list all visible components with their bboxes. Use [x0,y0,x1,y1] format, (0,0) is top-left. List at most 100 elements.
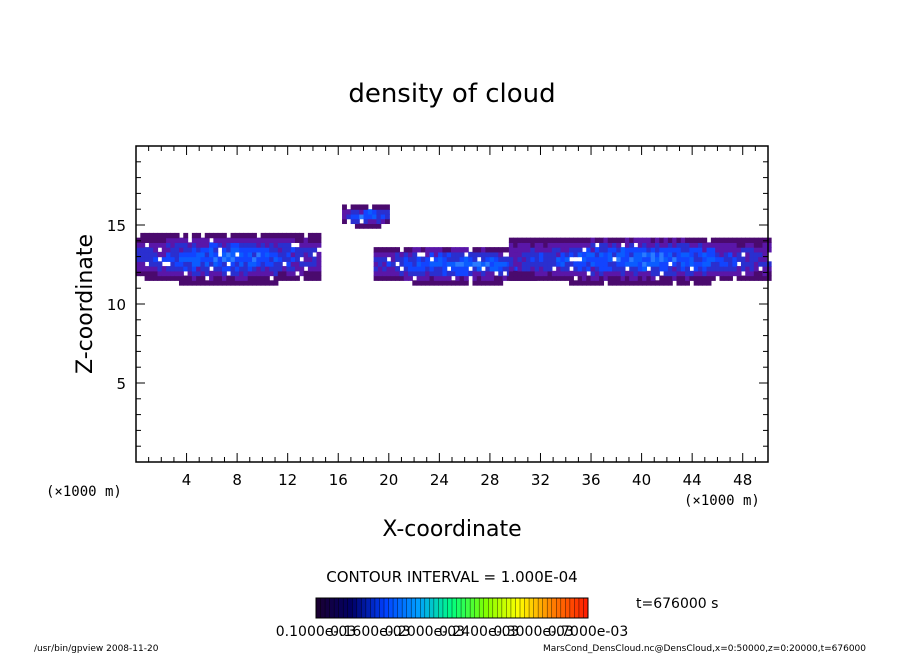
density-cell [472,261,478,267]
density-cell [136,266,141,272]
density-cell [637,256,643,262]
density-cell [594,251,600,258]
density-cell [234,266,240,272]
density-cell [399,270,405,277]
density-cell [455,275,461,281]
density-cell [425,256,431,262]
colorbar-swatch [556,598,562,618]
colorbar-swatch [529,598,534,618]
density-cell [403,270,409,277]
density-cell [213,280,219,286]
density-cell [581,275,587,281]
x-tick-label: 4 [182,471,192,489]
density-cell [196,242,202,248]
density-cell [650,251,656,258]
density-cell [564,251,570,258]
density-cell [382,256,388,262]
density-cell [745,247,751,253]
colorbar-swatch [329,598,335,618]
density-cell [367,218,373,225]
density-cell [556,242,562,248]
density-cell [517,247,523,253]
density-cell [148,247,154,253]
density-cell [273,266,279,272]
colorbar-swatch [456,598,462,618]
density-cell [200,280,206,286]
density-cell [247,280,253,286]
density-cell [144,247,150,253]
density-cell [269,256,275,262]
density-cell [607,275,613,281]
density-cell [438,266,443,272]
density-cell [442,270,448,277]
density-cell [307,270,313,277]
density-cell [187,251,193,258]
density-cell [719,270,725,277]
density-cell [616,261,622,267]
density-cell [551,237,557,243]
density-cell [277,275,283,281]
density-cell [408,266,413,272]
density-cell [312,256,318,262]
density-cell [569,261,574,267]
density-cell [307,247,313,253]
colorbar-swatch [574,598,580,618]
density-cell [204,256,210,262]
density-cell [697,261,703,267]
density-cell [603,256,609,262]
density-cell [161,232,167,239]
density-cell [209,280,214,286]
density-cell [209,256,214,262]
density-cell [382,247,388,253]
density-cell [543,242,549,248]
density-cell [226,256,232,262]
density-cell [178,266,184,272]
density-cell [697,237,703,243]
density-cell [753,242,759,248]
density-cell [758,275,764,281]
density-cell [376,209,382,215]
density-cell [170,242,176,248]
colorbar-label: 0.1600e-03 [330,624,410,640]
density-cell [667,270,673,277]
density-cell [693,247,699,253]
density-cell [372,218,378,225]
density-cell [187,275,193,281]
density-cell [543,266,549,272]
density-cell [136,247,141,253]
density-cell [433,280,439,286]
density-cell [654,261,660,267]
density-cell [429,247,435,253]
density-cell [603,242,609,248]
density-cell [438,256,443,262]
density-cell [594,275,600,281]
density-cell [243,256,249,262]
density-cell [446,247,452,253]
density-cell [234,280,240,286]
density-cell [642,256,648,262]
density-cell [446,251,452,258]
footer-left: /usr/bin/gpview 2008-11-20 [34,644,159,654]
density-cell [273,275,279,281]
density-cell [481,270,486,277]
density-cell [476,251,482,258]
density-cell [620,280,626,286]
x-tick-label: 44 [683,471,702,489]
density-cell [226,280,232,286]
density-cell [551,242,557,248]
density-cell [290,237,296,243]
density-cell [359,213,365,220]
density-cell [136,270,141,277]
density-cell [433,266,439,272]
density-cell [273,237,279,243]
density-cell [590,270,596,277]
density-cell [590,275,596,281]
density-cell [380,209,386,215]
density-cell [672,261,678,267]
density-cell [429,261,435,267]
density-cell [556,275,562,281]
density-cell [286,251,292,258]
density-cell [408,256,413,262]
density-cell [140,242,146,248]
density-cell [191,251,197,258]
